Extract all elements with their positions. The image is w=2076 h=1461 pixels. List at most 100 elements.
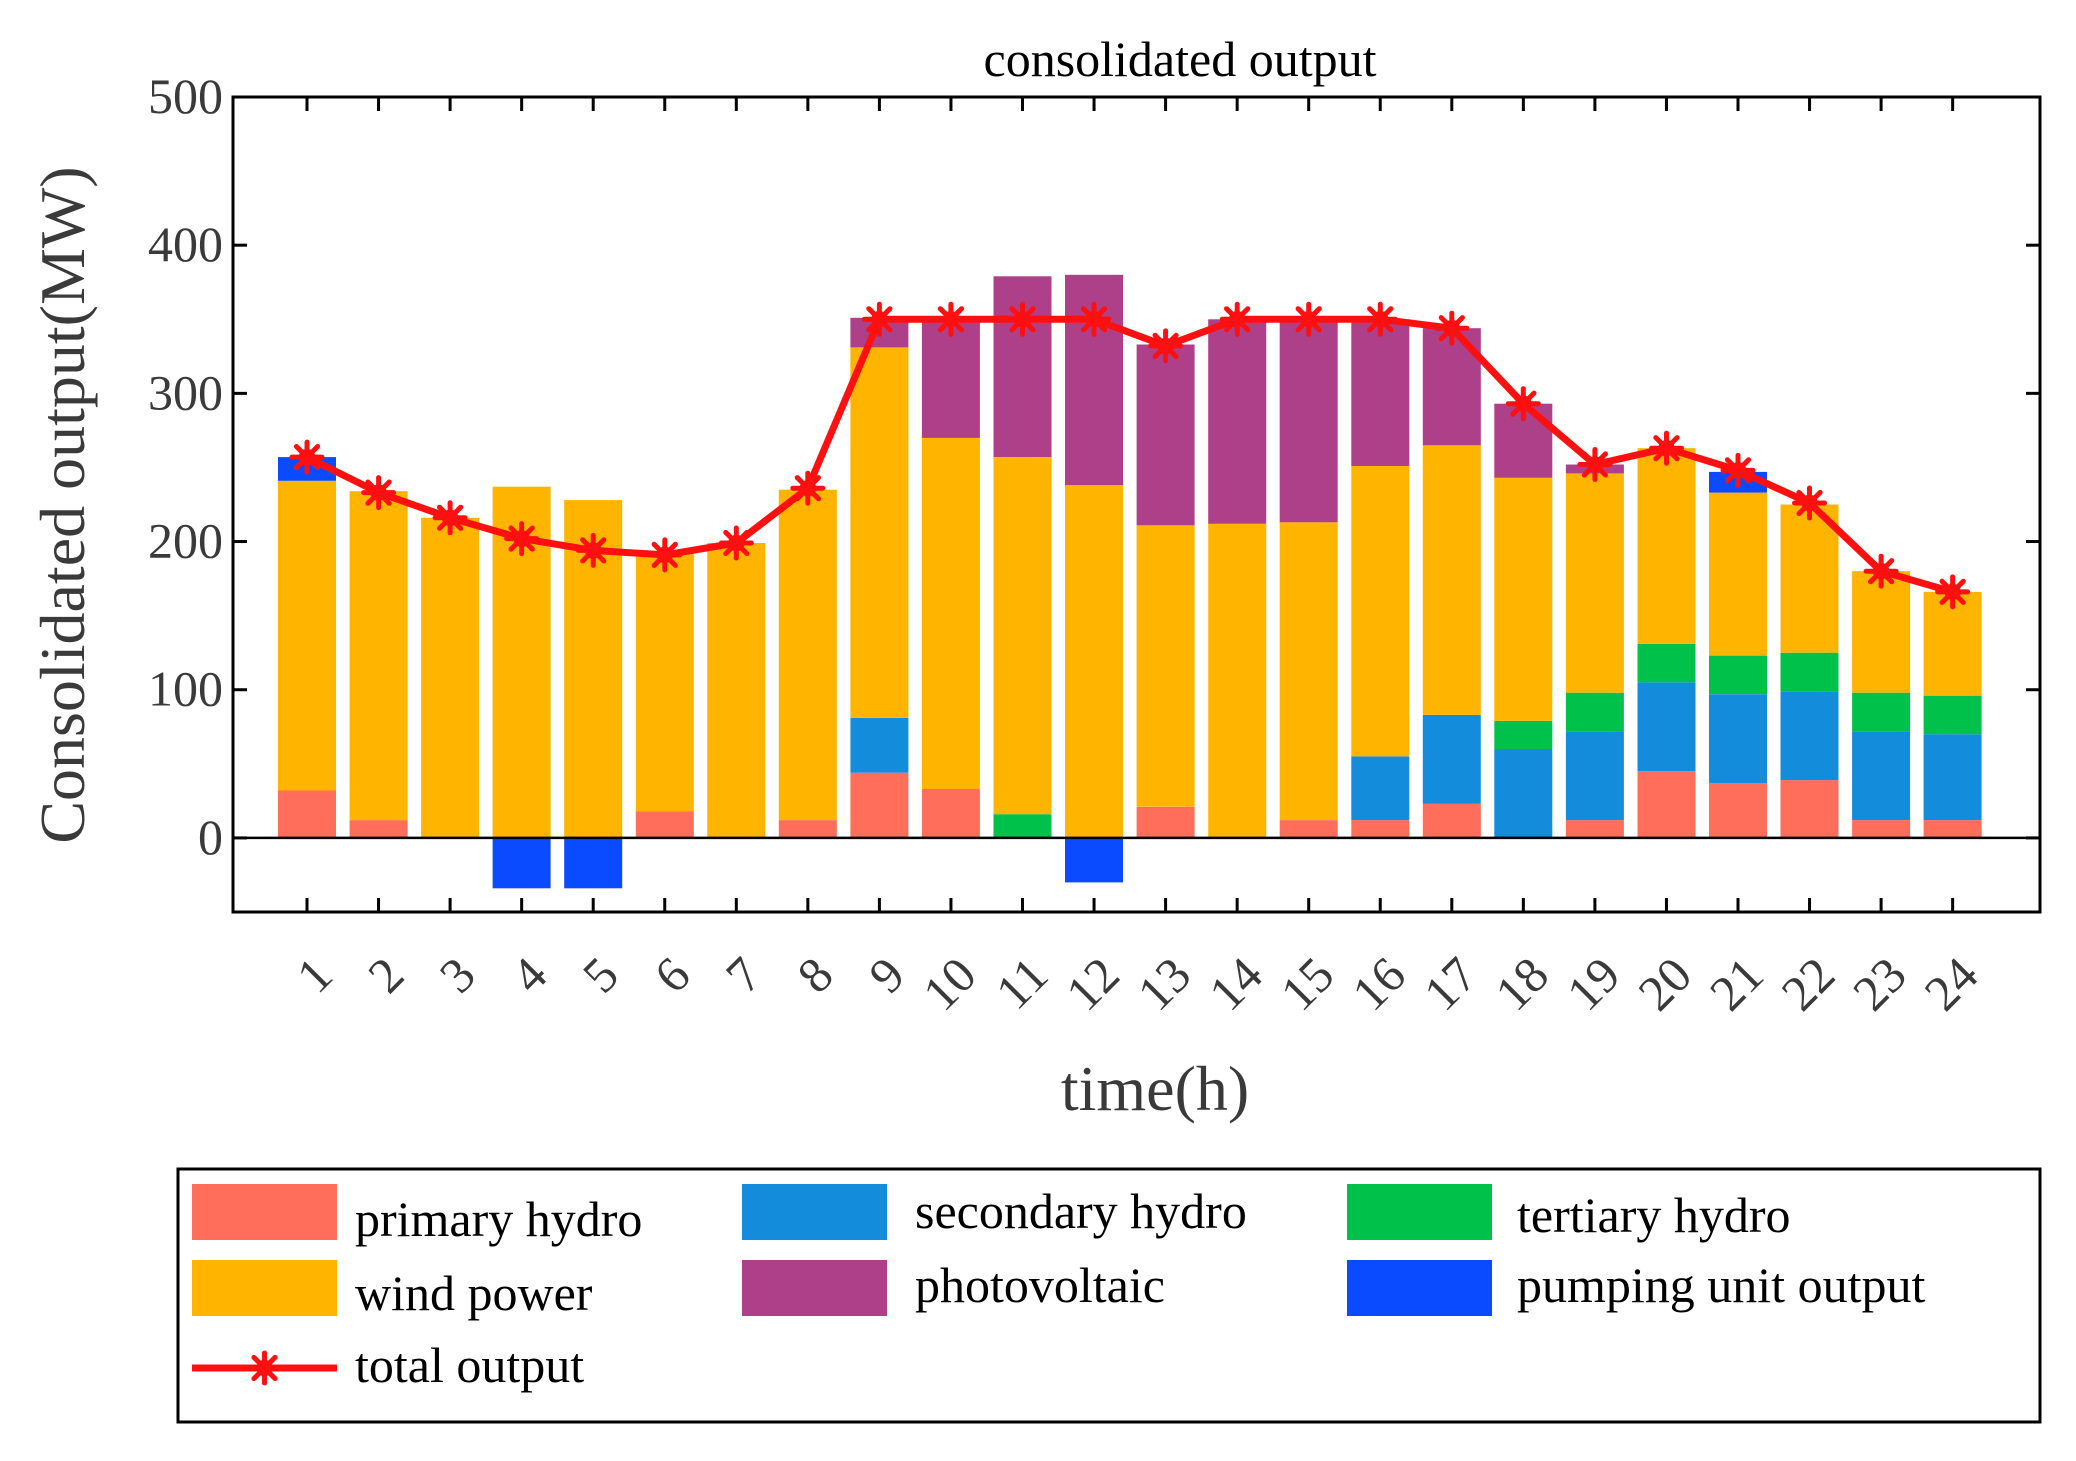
total-output-marker-h8-spoke-4 <box>794 475 821 502</box>
legend-secondary-hydro-entry: secondary hydro <box>742 1183 1247 1240</box>
x-tick-label-14: 14 <box>1198 946 1273 1021</box>
total-output-marker-h10-spoke-4 <box>937 306 965 333</box>
total-output-marker-h15-spoke-4 <box>1295 306 1322 333</box>
bar-wind-power-h22 <box>1780 504 1839 653</box>
total-output-marker-h23-spoke-4 <box>1868 558 1895 585</box>
x-tick-label-8: 8 <box>786 946 843 1003</box>
bar-photovoltaic-h14 <box>1208 319 1267 524</box>
x-tick-label-18: 18 <box>1484 946 1559 1021</box>
bar-secondary-hydro-h17 <box>1422 714 1481 804</box>
x-tick-label-11: 11 <box>985 946 1059 1020</box>
bar-photovoltaic-h10 <box>921 320 980 438</box>
y-tick-label-200: 200 <box>148 513 223 569</box>
bar-secondary-hydro-h24 <box>1923 734 1982 821</box>
bar-secondary-hydro-h20 <box>1637 682 1696 772</box>
total-output-marker-h5 <box>575 532 611 568</box>
x-tick-label-17: 17 <box>1413 946 1488 1021</box>
bar-tertiary-hydro-h23 <box>1852 692 1911 732</box>
total-output-marker-h12 <box>1076 301 1112 337</box>
total-output-marker-h21 <box>1720 452 1756 488</box>
bar-pumping-unit-output-h4 <box>492 837 551 889</box>
bar-wind-power-h12 <box>1065 485 1123 838</box>
bar-secondary-hydro-h16 <box>1351 756 1410 821</box>
x-tick-label-13: 13 <box>1126 946 1201 1021</box>
bar-wind-power-h13 <box>1136 525 1195 807</box>
total-output-marker-h21-spoke-4 <box>1724 457 1752 484</box>
legend-pumping-unit-output-entry: pumping unit output <box>1347 1257 1925 1316</box>
bar-primary-hydro-h21 <box>1709 783 1767 838</box>
total-output-marker-h9-spoke-4 <box>866 306 893 333</box>
y-tick-label-300: 300 <box>148 364 223 420</box>
legend-photovoltaic-swatch <box>742 1260 887 1316</box>
bar-primary-hydro-h22 <box>1780 780 1839 838</box>
total-output-marker-h10 <box>933 301 969 337</box>
y-axis-title: Consolidated output(MW) <box>27 166 98 843</box>
bar-primary-hydro-h20 <box>1637 771 1696 838</box>
bar-wind-power-h19 <box>1565 473 1624 693</box>
total-output-marker-h5-spoke-4 <box>580 537 607 564</box>
legend-secondary-hydro-label: secondary hydro <box>915 1183 1247 1239</box>
total-output-marker-h24 <box>1935 574 1971 610</box>
total-output-marker-h18 <box>1505 386 1541 422</box>
total-output-marker-h1-spoke-4 <box>293 444 321 471</box>
bar-primary-hydro-h9 <box>850 772 909 838</box>
bar-tertiary-hydro-h18 <box>1494 720 1553 749</box>
bar-wind-power-h23 <box>1852 571 1911 693</box>
x-tick-label-1: 1 <box>286 946 343 1003</box>
bar-primary-hydro-h10 <box>921 789 980 838</box>
x-tick-label-16: 16 <box>1341 946 1416 1021</box>
bar-wind-power-h16 <box>1351 466 1410 757</box>
bar-primary-hydro-h2 <box>349 820 408 838</box>
total-output-marker-h16 <box>1362 301 1398 337</box>
bar-primary-hydro-h8 <box>778 820 837 838</box>
total-output-line-layer <box>289 301 1971 610</box>
bar-primary-hydro-h16 <box>1351 820 1410 838</box>
bar-tertiary-hydro-h21 <box>1709 655 1767 695</box>
bar-secondary-hydro-h23 <box>1852 731 1911 821</box>
bar-wind-power-h10 <box>921 437 980 789</box>
bar-primary-hydro-h19 <box>1565 820 1624 838</box>
total-output-marker-h4 <box>504 521 540 557</box>
legend-total-output-entry: total output <box>192 1337 584 1393</box>
y-tick-label-400: 400 <box>148 216 223 272</box>
total-output-marker-h14-spoke-4 <box>1224 306 1251 333</box>
x-tick-label-10: 10 <box>912 946 987 1021</box>
total-output-marker-h20 <box>1649 430 1684 466</box>
total-output-marker-h3-spoke-4 <box>437 504 464 531</box>
bar-primary-hydro-h15 <box>1279 820 1338 838</box>
legend-total-output-label: total output <box>355 1337 584 1393</box>
legend-pumping-unit-output-label: pumping unit output <box>1517 1257 1925 1313</box>
legend-pumping-unit-output-swatch <box>1347 1260 1492 1316</box>
total-output-marker-h7-spoke-4 <box>723 529 750 557</box>
total-output-marker-h4-spoke-4 <box>508 525 535 552</box>
legend-tertiary-hydro-entry: tertiary hydro <box>1347 1184 1791 1243</box>
total-output-marker-h16-spoke-4 <box>1367 306 1394 333</box>
bar-wind-power-h17 <box>1422 445 1481 715</box>
total-output-marker-h8 <box>790 470 826 506</box>
total-output-marker-h22 <box>1792 485 1827 521</box>
x-tick-label-5: 5 <box>572 946 629 1003</box>
bar-primary-hydro-h17 <box>1422 803 1481 838</box>
total-output-marker-h13-spoke-4 <box>1152 332 1179 360</box>
total-output-marker-h24-spoke-4 <box>1939 578 1966 605</box>
total-output-marker-h17 <box>1434 310 1470 346</box>
bar-wind-power-h6 <box>635 553 694 812</box>
legend-wind-power-swatch <box>192 1260 337 1316</box>
y-tick-label-100: 100 <box>148 661 223 717</box>
bar-wind-power-h15 <box>1279 522 1338 821</box>
bar-secondary-hydro-h19 <box>1565 731 1624 821</box>
total-output-line <box>305 315 1954 596</box>
bar-wind-power-h7 <box>707 543 766 838</box>
total-output-marker-h3 <box>432 500 468 536</box>
bar-tertiary-hydro-h19 <box>1565 692 1624 732</box>
total-output-marker-h9 <box>861 301 897 337</box>
total-output-marker-h6 <box>647 537 683 573</box>
total-output-marker-h11 <box>1005 301 1040 337</box>
bar-secondary-hydro-h21 <box>1709 694 1767 784</box>
legend-box <box>176 1167 2042 1424</box>
x-tick-label-23: 23 <box>1842 946 1917 1021</box>
bar-photovoltaic-h13 <box>1136 344 1195 526</box>
legend-photovoltaic-label: photovoltaic <box>915 1257 1165 1313</box>
x-tick-label-15: 15 <box>1270 946 1345 1021</box>
